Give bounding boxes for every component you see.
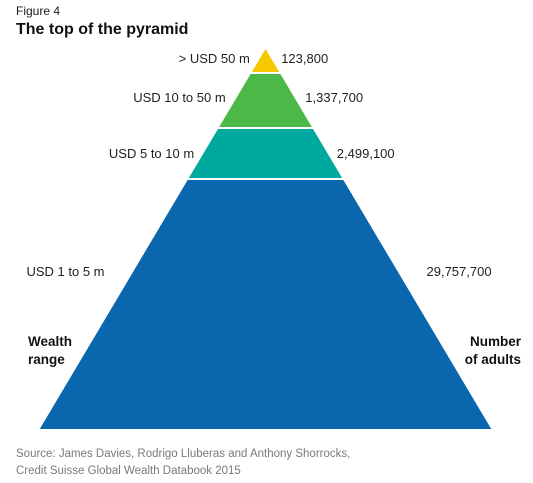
number-of-adults-heading-line-2: of adults bbox=[464, 352, 521, 367]
pyramid-tier-2 bbox=[215, 72, 316, 129]
tier-range-label-1: > USD 50 m bbox=[179, 51, 250, 66]
tier-range-label-4: USD 1 to 5 m bbox=[26, 264, 104, 279]
tier-adults-label-1: 123,800 bbox=[281, 51, 328, 66]
tier-adults-label-4: 29,757,700 bbox=[427, 264, 492, 279]
number-of-adults-heading: Number of adults bbox=[465, 333, 521, 369]
wealth-range-heading-line-2: range bbox=[28, 352, 65, 367]
tier-range-label-2: USD 10 to 50 m bbox=[133, 90, 226, 105]
tier-range-label-3: USD 5 to 10 m bbox=[109, 146, 194, 161]
wealth-range-heading: Wealth range bbox=[28, 333, 72, 369]
figure-label: Figure 4 bbox=[16, 4, 61, 18]
tier-adults-label-3: 2,499,100 bbox=[337, 146, 395, 161]
tier-adults-label-2: 1,337,700 bbox=[305, 90, 363, 105]
number-of-adults-heading-line-1: Number bbox=[469, 334, 521, 349]
pyramid-tier-1 bbox=[248, 45, 283, 74]
source-note: Source: James Davies, Rodrigo Lluberas a… bbox=[16, 446, 350, 480]
wealth-range-heading-line-1: Wealth bbox=[28, 334, 73, 349]
pyramid-tier-3 bbox=[185, 127, 346, 180]
source-line-1: Source: James Davies, Rodrigo Lluberas a… bbox=[16, 448, 351, 460]
pyramid-tier-4 bbox=[36, 178, 495, 431]
chart-title: The top of the pyramid bbox=[16, 21, 189, 38]
source-line-2: Credit Suisse Global Wealth Databook 201… bbox=[16, 465, 241, 477]
